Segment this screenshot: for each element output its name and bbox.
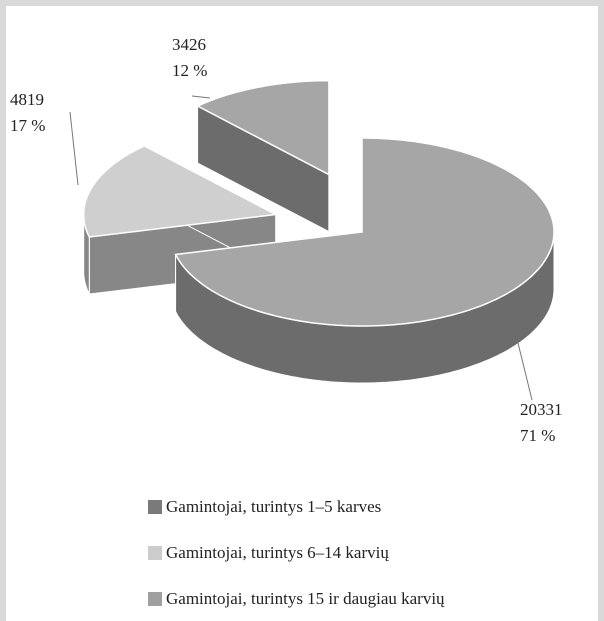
percent-label: 71 % [520,426,555,445]
pie [82,79,555,384]
legend-label: Gamintojai, turintys 15 ir daugiau karvi… [166,589,445,608]
leader-line [517,342,533,401]
data-label: 4819 [10,90,44,109]
leader-line [191,95,211,99]
legend-swatch [148,546,162,560]
slice-top [174,137,555,327]
legend-swatch [148,500,162,514]
labels: 20331 71 % 4819 17 % 3426 12 % Gamintojai, tur… [10,35,563,608]
leader-line [69,111,79,186]
percent-label: 17 % [10,116,45,135]
legend-swatch [148,592,162,606]
slice [195,79,330,233]
slice-top [195,79,330,176]
slice [174,137,555,384]
legend-label: Gamintojai, turintys 1–5 karves [166,497,381,516]
legend-label: Gamintojai, turintys 6–14 karvių [166,543,389,562]
data-label: 3426 [172,35,206,54]
percent-label: 12 % [172,61,207,80]
data-label: 20331 [520,400,563,419]
slice-top [82,145,279,238]
